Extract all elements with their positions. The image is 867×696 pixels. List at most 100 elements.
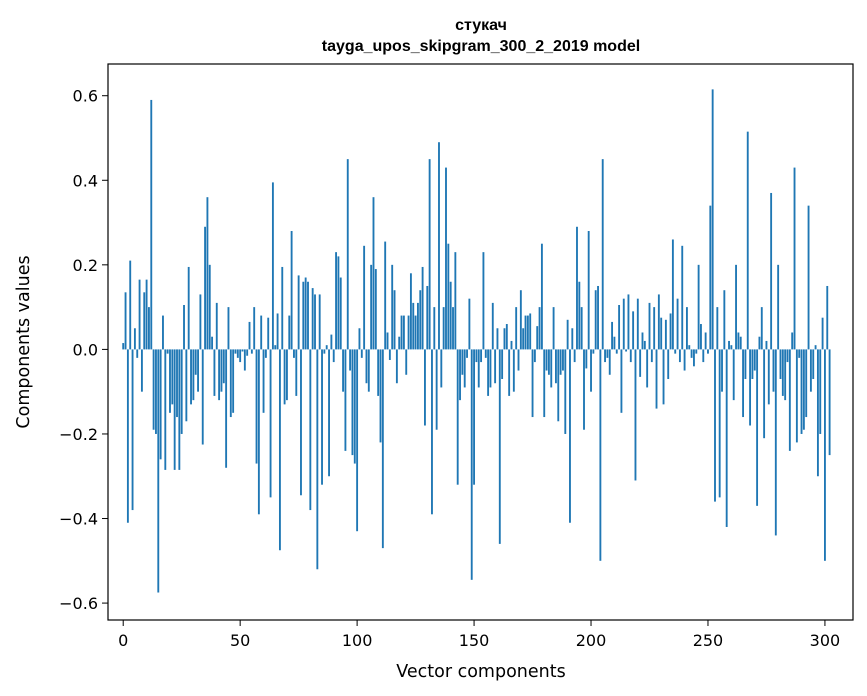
bar xyxy=(765,340,768,350)
bar xyxy=(241,349,244,352)
bar xyxy=(169,349,171,413)
y-axis-label: Components values xyxy=(14,255,34,428)
bar xyxy=(248,321,251,350)
bar xyxy=(419,290,422,350)
bar xyxy=(391,264,394,350)
bar xyxy=(459,349,461,401)
bar xyxy=(344,349,347,451)
bar xyxy=(264,349,267,358)
bar xyxy=(393,290,396,350)
bar xyxy=(587,231,590,350)
bar xyxy=(374,269,377,350)
bar xyxy=(802,349,805,430)
bar xyxy=(314,294,316,350)
bar xyxy=(129,260,132,350)
bar xyxy=(293,349,295,358)
bar xyxy=(753,349,756,371)
bar xyxy=(185,349,188,422)
bar xyxy=(653,307,656,350)
bar xyxy=(512,349,515,392)
bar xyxy=(257,349,260,515)
bar xyxy=(618,305,621,350)
bar xyxy=(213,349,216,396)
bar xyxy=(536,326,539,350)
bar xyxy=(218,349,221,401)
bar xyxy=(491,302,494,350)
bar xyxy=(353,349,356,464)
x-tick-label: 250 xyxy=(693,631,724,650)
bar xyxy=(533,349,536,363)
bar xyxy=(674,349,677,354)
bar xyxy=(173,349,176,470)
bar xyxy=(162,315,164,350)
bar xyxy=(632,311,635,350)
y-tick-label: 0.6 xyxy=(73,87,98,106)
bar xyxy=(795,349,798,443)
bar xyxy=(636,298,639,350)
bar xyxy=(192,349,195,401)
bar xyxy=(463,349,466,388)
bar xyxy=(650,349,653,363)
bar xyxy=(405,349,408,375)
bar xyxy=(580,307,583,350)
bar xyxy=(683,349,686,371)
bar xyxy=(791,332,794,350)
bar xyxy=(456,349,459,485)
bar xyxy=(468,298,471,350)
bar xyxy=(208,264,211,350)
bar xyxy=(716,307,719,350)
bar xyxy=(342,349,345,392)
bar xyxy=(454,252,457,350)
bar xyxy=(660,317,663,350)
bar xyxy=(473,349,475,485)
bar xyxy=(730,345,733,350)
bar xyxy=(260,315,263,350)
bar xyxy=(190,349,192,405)
bar xyxy=(828,349,831,456)
bar xyxy=(604,349,606,363)
bar xyxy=(751,349,754,379)
x-axis-ticks: 0 50 100 150 200 250 300 xyxy=(118,620,840,650)
bar xyxy=(269,349,272,498)
bar xyxy=(335,252,337,350)
bar xyxy=(641,332,644,350)
bar xyxy=(157,349,160,593)
bar xyxy=(547,349,550,375)
bar xyxy=(274,345,277,350)
bar xyxy=(426,285,429,350)
bar xyxy=(702,349,705,363)
y-tick-label: −0.2 xyxy=(59,425,98,444)
bar xyxy=(229,349,232,418)
bar xyxy=(148,307,150,350)
bar xyxy=(470,349,473,580)
bar xyxy=(540,243,543,350)
bar xyxy=(756,349,759,506)
bar xyxy=(398,336,401,350)
bar xyxy=(599,349,602,561)
bar xyxy=(290,231,293,350)
y-tick-label: −0.4 xyxy=(59,510,98,529)
bar xyxy=(356,349,359,532)
bar xyxy=(133,328,136,350)
bar xyxy=(777,264,780,350)
bar xyxy=(370,264,373,350)
bar xyxy=(480,349,483,363)
bar xyxy=(178,349,181,470)
bar xyxy=(723,290,726,350)
bar xyxy=(704,332,707,350)
bar xyxy=(721,349,723,392)
bar xyxy=(788,349,791,451)
bar xyxy=(819,349,822,434)
bar xyxy=(206,197,209,350)
bar xyxy=(449,281,452,350)
bar xyxy=(236,349,239,358)
bar xyxy=(671,239,674,350)
bar xyxy=(664,319,667,350)
bar xyxy=(676,298,679,350)
bar xyxy=(737,332,740,350)
bar xyxy=(611,321,614,350)
bar xyxy=(821,317,824,350)
bar xyxy=(140,349,143,392)
bar xyxy=(302,281,305,350)
